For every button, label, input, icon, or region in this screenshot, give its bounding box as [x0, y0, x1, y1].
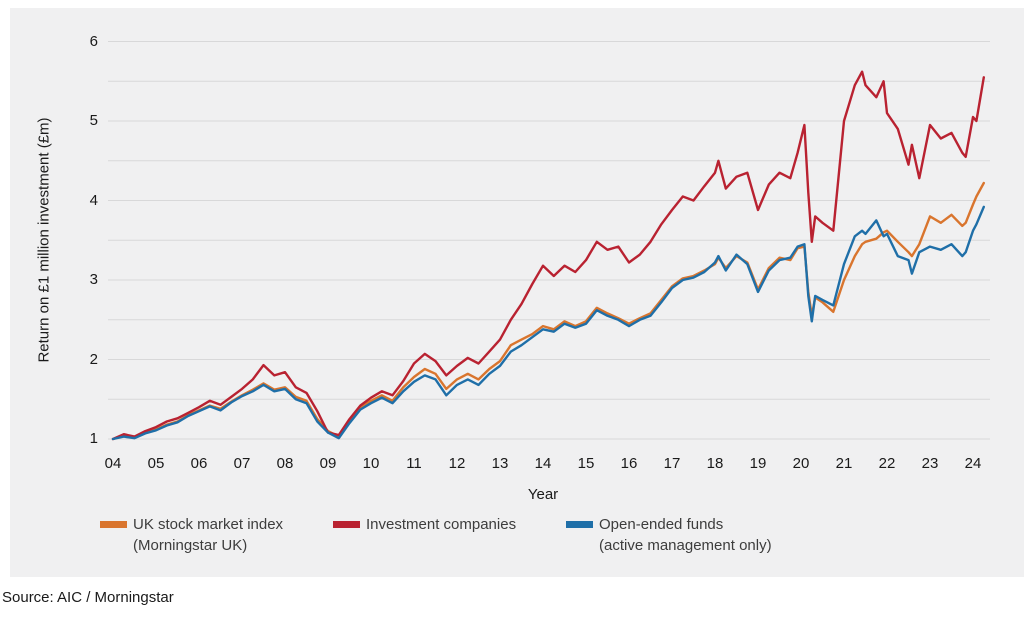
- legend-item-open-ended-funds: Open-ended funds (active management only): [566, 514, 772, 556]
- series-line-open-ended-funds: [111, 205, 985, 441]
- y-axis-title: Return on £1 million investment (£m): [35, 117, 53, 363]
- legend-label: Investment companies: [366, 516, 517, 533]
- x-axis-title: Year: [527, 486, 559, 503]
- x-tick-label: 22: [878, 455, 896, 472]
- x-tick-label: 17: [663, 455, 681, 472]
- x-tick-label: 16: [620, 455, 638, 472]
- x-tick-label: 11: [406, 455, 422, 472]
- x-tick-label: 24: [964, 455, 982, 472]
- y-tick-label: 5: [89, 112, 98, 129]
- legend: UK stock market index (Morningstar UK) Inv…: [0, 514, 1024, 562]
- legend-label: UK stock market index (Morningstar UK): [133, 516, 284, 554]
- y-tick-label: 2: [89, 350, 98, 368]
- source-note: Source: AIC / Morningstar: [2, 589, 174, 606]
- series-line-investment-companies: [111, 70, 985, 441]
- series-line-uk-stock-market-index: [111, 181, 985, 441]
- x-tick-label: 10: [362, 455, 380, 472]
- x-tick-label: 08: [276, 455, 294, 472]
- x-tick-label: 21: [835, 455, 853, 472]
- x-tick-label: 20: [792, 455, 810, 472]
- x-tick-label: 13: [491, 455, 509, 472]
- legend-item-investment-companies: Investment companies: [333, 514, 516, 535]
- legend-item-uk-stock-market-index: UK stock market index (Morningstar UK): [100, 514, 283, 556]
- x-tick-label: 09: [319, 455, 337, 472]
- y-tick-label: 3: [89, 271, 98, 288]
- y-tick-label: 6: [89, 32, 98, 50]
- x-tick-label: 07: [233, 455, 251, 472]
- legend-label: Open-ended funds (active management only): [599, 516, 772, 554]
- x-tick-label: 04: [104, 455, 122, 472]
- x-tick-label: 18: [706, 455, 724, 472]
- x-tick-label: 05: [147, 455, 165, 472]
- y-tick-label: 4: [89, 191, 98, 209]
- chart-panel: [10, 8, 1024, 577]
- x-tick-label: 06: [190, 455, 208, 472]
- x-tick-label: 23: [921, 455, 939, 472]
- x-tick-label: 19: [749, 455, 767, 472]
- y-tick-label: 1: [89, 430, 98, 447]
- legend-swatch-open-ended-funds: [566, 521, 593, 528]
- x-tick-label: 12: [448, 455, 466, 472]
- x-tick-label: 14: [534, 455, 552, 472]
- legend-swatch-investment-companies: [333, 521, 360, 528]
- x-tick-label: 15: [577, 455, 595, 472]
- legend-swatch-uk-stock-market-index: [100, 521, 127, 528]
